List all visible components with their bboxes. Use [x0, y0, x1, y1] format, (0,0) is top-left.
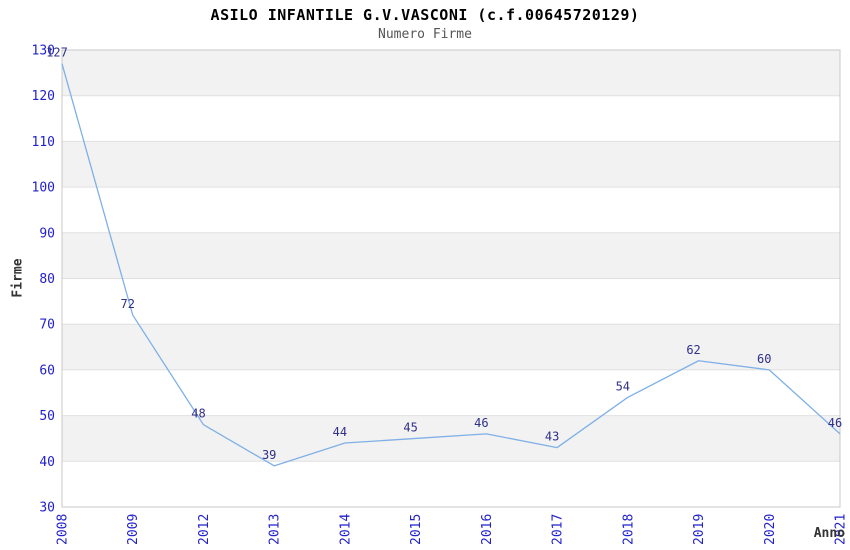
data-point-label: 46	[474, 416, 488, 430]
x-tick-label: 2013	[268, 514, 283, 545]
x-tick-label: 2020	[763, 514, 778, 545]
data-point-label: 54	[616, 379, 630, 393]
y-tick-label: 80	[39, 272, 55, 287]
grid-band	[62, 415, 840, 462]
y-tick-label: 30	[39, 501, 55, 516]
x-tick-label: 2016	[480, 514, 495, 545]
y-tick-label: 70	[39, 318, 55, 333]
x-axis-title: Anno	[813, 526, 845, 541]
data-point-label: 46	[828, 416, 842, 430]
y-axis-title: Firme	[10, 258, 26, 298]
data-point-label: 39	[262, 448, 276, 462]
y-tick-label: 50	[39, 409, 55, 424]
data-point-label: 48	[191, 407, 205, 421]
y-tick-label: 130	[32, 44, 55, 59]
data-point-label: 45	[403, 420, 417, 434]
plot-border	[61, 49, 841, 508]
x-tick-label: 2019	[692, 514, 707, 545]
x-tick-label: 2009	[126, 514, 141, 545]
grid-band	[62, 50, 840, 96]
data-point-label: 72	[121, 297, 135, 311]
x-tick-label: 2012	[197, 514, 212, 545]
data-point-label: 60	[757, 352, 771, 366]
y-tick-label: 90	[39, 226, 55, 241]
x-tick-label: 2017	[551, 514, 566, 545]
data-point-label: 44	[333, 425, 347, 439]
grid-band	[62, 232, 840, 279]
data-point-label: 62	[686, 343, 700, 357]
grid-band	[62, 324, 840, 370]
series-line	[61, 63, 841, 467]
y-tick-label: 60	[39, 363, 55, 378]
y-tick-label: 40	[39, 455, 55, 470]
x-tick-label: 2014	[338, 514, 353, 545]
chart-subtitle: Numero Firme	[378, 27, 472, 42]
data-point-label: 43	[545, 430, 559, 444]
chart-title: ASILO INFANTILE G.V.VASCONI (c.f.0064572…	[210, 6, 640, 24]
x-tick-label: 2021	[834, 514, 849, 545]
data-point-label: 127	[46, 46, 68, 60]
x-tick-label: 2018	[621, 514, 636, 545]
x-tick-label: 2015	[409, 514, 424, 545]
y-tick-label: 100	[32, 181, 55, 196]
y-tick-label: 110	[32, 135, 55, 150]
y-tick-label: 120	[32, 89, 55, 104]
x-tick-label: 2008	[56, 514, 71, 545]
grid-band	[62, 141, 840, 188]
